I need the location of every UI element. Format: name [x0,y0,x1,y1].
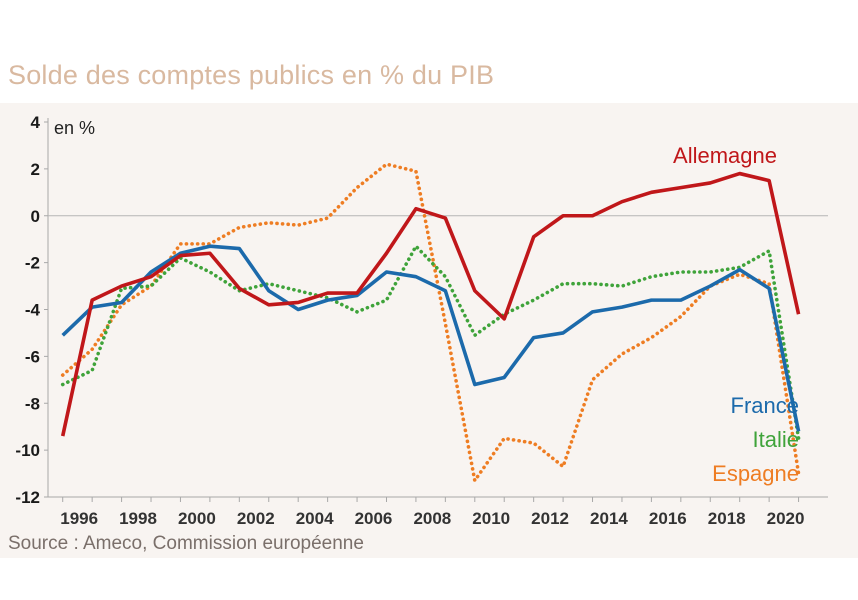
y-tick-label: -8 [25,394,40,413]
series-line-italie [60,244,801,441]
x-tick-label: 2006 [355,509,393,528]
series-line-allemagne [60,171,801,437]
x-tick-label: 2002 [237,509,275,528]
series-line-espagne [60,162,801,483]
series-label-espagne: Espagne [712,461,799,486]
series-label-allemagne: Allemagne [673,143,777,168]
x-tick-label: 2018 [708,509,746,528]
x-tick-label: 2014 [590,509,628,528]
x-tick-label: 2020 [767,509,805,528]
x-tick-label: 2010 [472,509,510,528]
y-tick-label: -2 [25,254,40,273]
series-labels: Allemagne France Italie Espagne [673,143,799,486]
x-tick-label: 2004 [296,509,334,528]
x-tick-label: 2016 [649,509,687,528]
y-tick-label: -10 [15,441,40,460]
x-tick-label: 2008 [413,509,451,528]
y-unit-label: en % [54,118,95,138]
y-tick-label: -6 [25,347,40,366]
series-lines [60,162,801,483]
chart-title: Solde des comptes publics en % du PIB [8,60,495,90]
x-tick-label: 1998 [119,509,157,528]
y-tick-label: 2 [31,160,40,179]
source-note: Source : Ameco, Commission européenne [8,533,364,554]
y-tick-label: 4 [31,113,41,132]
y-tick-label: -4 [25,301,41,320]
x-tick-label: 2012 [531,509,569,528]
x-tick-label: 2000 [178,509,216,528]
series-line-france [61,244,801,432]
y-tick-label: -12 [15,488,40,507]
series-label-italie: Italie [753,427,799,452]
axes: 4 2 0 -2 -4 -6 -8 -10 -12 1996 1998 2000 2002 2004 200… [15,113,828,528]
y-tick-label: 0 [31,207,40,226]
x-tick-label: 1996 [60,509,98,528]
series-label-france: France [731,393,799,418]
plot-area [0,103,858,558]
